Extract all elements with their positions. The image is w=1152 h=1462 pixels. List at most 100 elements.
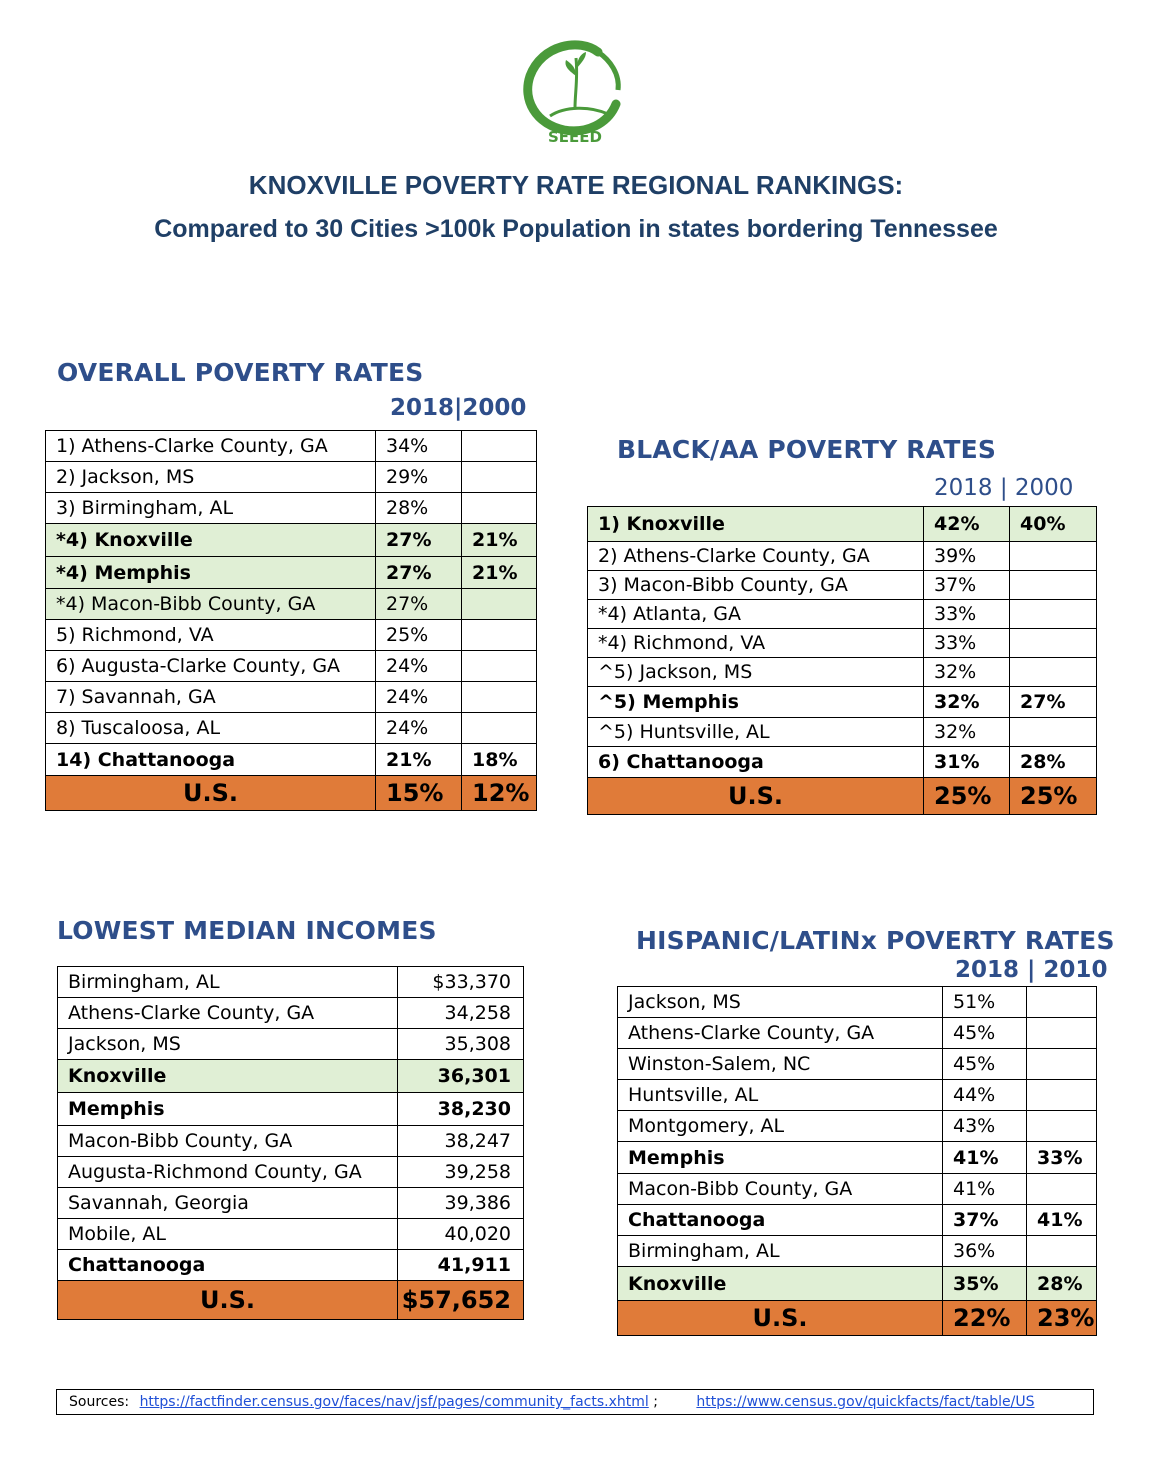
row-value: 21% bbox=[375, 743, 462, 776]
row-value: $57,652 bbox=[397, 1280, 524, 1320]
table-row: ^5) Jackson, MS 32% bbox=[587, 657, 1097, 687]
row-value: 12% bbox=[461, 775, 537, 811]
table-row: 6) Chattanooga 31% 28% bbox=[587, 746, 1097, 778]
row-value: 39,386 bbox=[397, 1187, 524, 1219]
table-row: Macon-Bibb County, GA 38,247 bbox=[57, 1125, 524, 1157]
row-value: 24% bbox=[375, 681, 462, 713]
table-row: *4) Atlanta, GA 33% bbox=[587, 599, 1097, 629]
row-label: Birmingham, AL bbox=[617, 1235, 943, 1267]
overall-table: 1) Athens-Clarke County, GA 34% 2) Jackson… bbox=[45, 430, 537, 811]
row-label: Chattanooga bbox=[57, 1249, 398, 1281]
table-row: U.S. 15% 12% bbox=[45, 775, 537, 811]
row-value bbox=[1009, 570, 1097, 600]
table-row: 1) Knoxville 42% 40% bbox=[587, 506, 1097, 542]
row-label: Knoxville bbox=[617, 1266, 943, 1301]
row-label: *4) Knoxville bbox=[45, 523, 376, 557]
row-label: Chattanooga bbox=[617, 1204, 943, 1236]
census-factfinder-link[interactable]: https://factfinder.census.gov/faces/nav/… bbox=[139, 1394, 649, 1410]
row-label: 7) Savannah, GA bbox=[45, 681, 376, 713]
row-value: 25% bbox=[375, 619, 462, 651]
row-value: 33% bbox=[923, 599, 1010, 629]
row-label: U.S. bbox=[587, 777, 924, 815]
row-label: 3) Birmingham, AL bbox=[45, 492, 376, 524]
table-row: Memphis 38,230 bbox=[57, 1092, 524, 1126]
row-value bbox=[461, 712, 537, 744]
hispanic-title: HISPANIC/LATINx POVERTY RATES bbox=[636, 926, 1115, 955]
row-value: 41% bbox=[1026, 1204, 1097, 1236]
page-subtitle: Compared to 30 Cities >100k Population i… bbox=[154, 215, 998, 243]
sources-separator: ; bbox=[653, 1394, 658, 1410]
page-title: KNOXVILLE POVERTY RATE REGIONAL RANKINGS… bbox=[248, 170, 904, 200]
row-value bbox=[461, 430, 537, 462]
row-value bbox=[461, 681, 537, 713]
row-value: 41% bbox=[942, 1173, 1027, 1205]
row-label: *4) Atlanta, GA bbox=[587, 599, 924, 629]
sources-label: Sources: bbox=[69, 1394, 130, 1410]
census-quickfacts-link[interactable]: https://www.census.gov/quickfacts/fact/t… bbox=[696, 1394, 1035, 1410]
row-label: ^5) Memphis bbox=[587, 686, 924, 718]
row-value bbox=[461, 492, 537, 524]
table-row: Jackson, MS 35,308 bbox=[57, 1028, 524, 1060]
table-row: Savannah, Georgia 39,386 bbox=[57, 1187, 524, 1219]
row-value: 21% bbox=[461, 556, 537, 589]
row-label: Mobile, AL bbox=[57, 1218, 398, 1250]
seeed-logo: SEEED bbox=[520, 38, 630, 148]
row-value bbox=[1009, 717, 1097, 747]
row-value: 15% bbox=[375, 775, 462, 811]
row-value bbox=[1026, 1017, 1097, 1049]
row-value: 37% bbox=[942, 1204, 1027, 1236]
table-row: Birmingham, AL 36% bbox=[617, 1235, 1097, 1267]
row-label: *4) Macon-Bibb County, GA bbox=[45, 588, 376, 620]
table-row: 2) Jackson, MS 29% bbox=[45, 461, 537, 493]
table-row: Memphis 41% 33% bbox=[617, 1141, 1097, 1174]
row-value: 35% bbox=[942, 1266, 1027, 1301]
row-label: 1) Knoxville bbox=[587, 506, 924, 542]
row-label: Montgomery, AL bbox=[617, 1110, 943, 1142]
row-value bbox=[1026, 1048, 1097, 1080]
row-label: Birmingham, AL bbox=[57, 966, 398, 998]
table-row: 3) Macon-Bibb County, GA 37% bbox=[587, 570, 1097, 600]
row-value: 45% bbox=[942, 1048, 1027, 1080]
row-label: Athens-Clarke County, GA bbox=[57, 997, 398, 1029]
table-row: Chattanooga 41,911 bbox=[57, 1249, 524, 1281]
row-value: 21% bbox=[461, 523, 537, 557]
row-value: 39,258 bbox=[397, 1156, 524, 1188]
row-value: 39% bbox=[923, 541, 1010, 571]
row-label: *4) Memphis bbox=[45, 556, 376, 589]
table-row: ^5) Memphis 32% 27% bbox=[587, 686, 1097, 718]
row-label: Macon-Bibb County, GA bbox=[617, 1173, 943, 1205]
row-value bbox=[461, 650, 537, 682]
row-value: 33% bbox=[1026, 1141, 1097, 1174]
row-label: 2) Jackson, MS bbox=[45, 461, 376, 493]
row-value: 42% bbox=[923, 506, 1010, 542]
row-label: U.S. bbox=[57, 1280, 398, 1320]
row-value bbox=[1026, 1235, 1097, 1267]
table-row: Birmingham, AL $33,370 bbox=[57, 966, 524, 998]
hispanic-years: 2018 | 2010 bbox=[955, 957, 1108, 983]
row-label: *4) Richmond, VA bbox=[587, 628, 924, 658]
row-label: Knoxville bbox=[57, 1059, 398, 1093]
row-value: 27% bbox=[1009, 686, 1097, 718]
row-value: 33% bbox=[923, 628, 1010, 658]
table-row: Mobile, AL 40,020 bbox=[57, 1218, 524, 1250]
row-value: 23% bbox=[1026, 1300, 1097, 1336]
row-value: 37% bbox=[923, 570, 1010, 600]
row-label: Augusta-Richmond County, GA bbox=[57, 1156, 398, 1188]
table-row: Winston-Salem, NC 45% bbox=[617, 1048, 1097, 1080]
table-row: 5) Richmond, VA 25% bbox=[45, 619, 537, 651]
row-label: Athens-Clarke County, GA bbox=[617, 1017, 943, 1049]
row-value: 18% bbox=[461, 743, 537, 776]
table-row: 7) Savannah, GA 24% bbox=[45, 681, 537, 713]
row-value bbox=[461, 588, 537, 620]
row-value: 34,258 bbox=[397, 997, 524, 1029]
row-value: 40% bbox=[1009, 506, 1097, 542]
row-value: 22% bbox=[942, 1300, 1027, 1336]
row-value: 35,308 bbox=[397, 1028, 524, 1060]
table-row: *4) Memphis 27% 21% bbox=[45, 556, 537, 589]
row-value: 43% bbox=[942, 1110, 1027, 1142]
table-row: Jackson, MS 51% bbox=[617, 986, 1097, 1018]
row-value: 28% bbox=[1009, 746, 1097, 778]
row-value: 40,020 bbox=[397, 1218, 524, 1250]
row-value bbox=[1026, 1079, 1097, 1111]
row-value bbox=[1009, 657, 1097, 687]
